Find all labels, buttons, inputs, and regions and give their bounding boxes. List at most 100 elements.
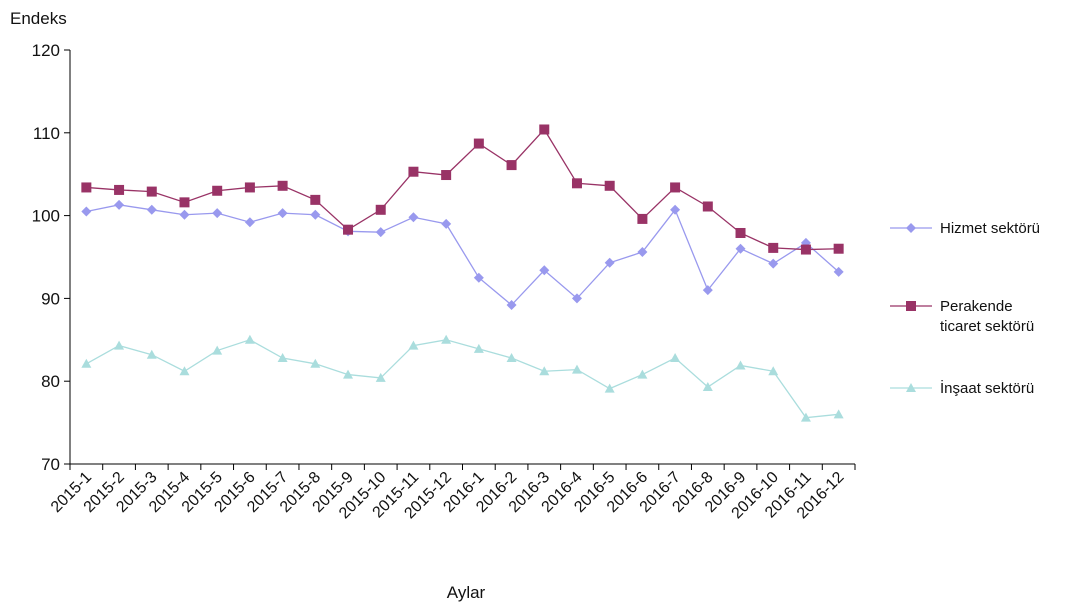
axes — [69, 50, 855, 465]
data-point — [81, 182, 92, 193]
legend-item-3: İnşaat sektörü — [890, 379, 1034, 397]
data-point — [81, 358, 92, 368]
y-ticks: 70 80 90 100 110 120 — [32, 41, 70, 474]
data-point — [670, 182, 681, 193]
data-point — [375, 372, 386, 382]
data-point — [604, 180, 615, 191]
data-point — [277, 353, 288, 363]
data-point — [768, 242, 779, 253]
x-ticks: 2015-12015-22015-32015-42015-52015-62015… — [48, 464, 856, 522]
data-point — [637, 213, 648, 224]
data-point — [146, 204, 157, 215]
data-point — [212, 208, 223, 219]
series-line — [86, 128, 839, 251]
data-point — [441, 170, 452, 181]
data-point — [441, 218, 452, 229]
legend-marker — [906, 301, 916, 311]
legend-marker — [906, 223, 916, 233]
y-tick-label: 70 — [41, 455, 60, 474]
data-point — [146, 349, 157, 359]
data-point — [637, 247, 648, 258]
data-point — [833, 409, 844, 419]
data-point — [539, 124, 550, 135]
data-point — [473, 272, 484, 283]
data-point — [571, 293, 582, 304]
data-point — [277, 180, 288, 191]
legend: Hizmet sektörü Perakende ticaret sektörü İn… — [890, 220, 1040, 397]
data-point — [833, 243, 844, 254]
series-2 — [81, 124, 844, 255]
data-point — [473, 343, 484, 353]
data-point — [343, 224, 354, 235]
series-line — [86, 204, 840, 306]
data-point — [702, 285, 713, 296]
legend-label: İnşaat sektörü — [940, 379, 1034, 397]
data-point — [702, 201, 713, 212]
x-axis-label: Aylar — [447, 583, 486, 602]
y-tick-label: 100 — [32, 207, 60, 226]
data-point — [441, 334, 452, 344]
y-tick-label: 110 — [33, 124, 60, 143]
legend-item-2: Perakende ticaret sektörü — [890, 298, 1034, 335]
data-point — [735, 227, 746, 238]
data-point — [114, 340, 125, 350]
data-point — [408, 166, 419, 177]
series-3 — [81, 334, 844, 422]
data-point — [833, 266, 844, 277]
data-point — [670, 204, 681, 215]
data-point — [571, 364, 582, 374]
data-point — [310, 209, 321, 220]
legend-label: ticaret sektörü — [940, 318, 1034, 335]
data-point — [277, 208, 288, 219]
data-point — [768, 366, 779, 376]
legend-item-1: Hizmet sektörü — [890, 220, 1040, 237]
data-point — [506, 353, 517, 363]
data-point — [473, 138, 484, 149]
data-point — [114, 199, 125, 210]
data-point — [212, 185, 223, 196]
data-point — [800, 244, 811, 255]
data-point — [735, 360, 746, 370]
y-tick-label: 120 — [32, 41, 60, 60]
data-point — [408, 212, 419, 223]
data-point — [539, 265, 550, 276]
data-point — [539, 366, 550, 376]
y-axis-label: Endeks — [10, 9, 67, 28]
data-point — [637, 369, 648, 379]
data-point — [343, 369, 354, 379]
data-point — [179, 197, 190, 208]
series-group — [81, 124, 844, 422]
data-point — [702, 381, 713, 391]
data-point — [310, 358, 321, 368]
data-point — [244, 182, 255, 193]
data-point — [506, 160, 517, 171]
data-point — [310, 194, 321, 205]
data-point — [506, 300, 517, 311]
y-tick-label: 80 — [41, 372, 60, 391]
data-point — [244, 334, 255, 344]
data-point — [81, 206, 92, 217]
data-point — [375, 227, 386, 238]
series-1 — [81, 199, 844, 311]
legend-marker — [906, 383, 916, 392]
data-point — [670, 353, 681, 363]
data-point — [244, 217, 255, 228]
data-point — [212, 345, 223, 355]
y-tick-label: 90 — [41, 289, 60, 308]
data-point — [604, 383, 615, 393]
data-point — [179, 209, 190, 220]
data-point — [571, 178, 582, 189]
legend-label: Hizmet sektörü — [940, 220, 1040, 237]
data-point — [604, 257, 615, 268]
data-point — [768, 258, 779, 269]
data-point — [146, 186, 157, 197]
data-point — [375, 204, 386, 215]
data-point — [735, 243, 746, 254]
data-point — [114, 184, 125, 195]
data-point — [800, 412, 811, 422]
series-line — [86, 339, 839, 419]
data-point — [179, 366, 190, 376]
legend-label: Perakende — [940, 298, 1013, 315]
data-point — [408, 340, 419, 350]
